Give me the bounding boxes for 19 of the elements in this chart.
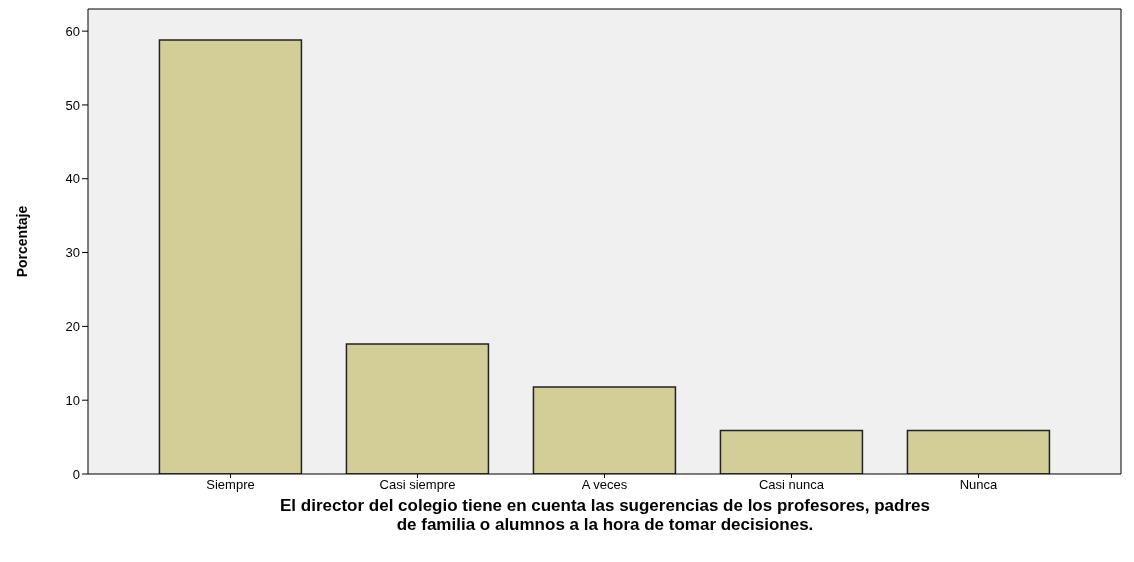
y-axis-title: Porcentaje: [13, 205, 30, 278]
x-tick-label: A veces: [581, 477, 628, 493]
bar: [719, 429, 864, 474]
x-tick-label: Casi nunca: [758, 477, 825, 493]
x-tick-label: Siempre: [206, 477, 255, 493]
bar: [532, 386, 677, 474]
x-tick-label: Nunca: [959, 477, 999, 493]
x-tick-label: Casi siempre: [379, 477, 456, 493]
y-tick-label: 0: [72, 466, 80, 482]
y-tick-label: 40: [65, 171, 80, 187]
bar: [906, 429, 1051, 474]
y-tick-label: 30: [65, 245, 80, 261]
y-tick-label: 10: [65, 392, 80, 408]
x-axis-title: El director del colegio tiene en cuenta las sugerencias de los profesores, padres de familia o alumnos a la hora de tomar decisiones.: [279, 496, 931, 534]
y-tick-label: 50: [65, 97, 80, 113]
y-tick-label: 60: [65, 23, 80, 39]
bar: [158, 39, 303, 474]
bar: [345, 343, 490, 474]
y-tick-label: 20: [65, 319, 80, 334]
